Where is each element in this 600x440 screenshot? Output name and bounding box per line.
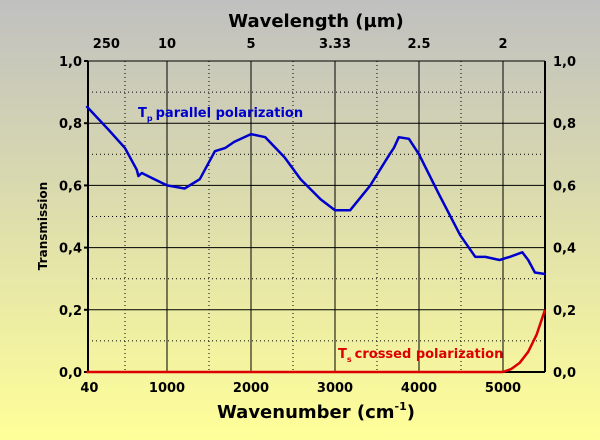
- x-tick-label: 40: [80, 381, 98, 396]
- y-tick-label-right: 0,2: [553, 304, 576, 319]
- tick-labels: 40 1000 2000 3000 4000 5000 250 10 5 3.33 2.5 2 0,0 0…: [59, 37, 576, 396]
- x-axis-title-main: Wavenumber (cm: [217, 402, 395, 423]
- y-tick-label-left: 1,0: [59, 55, 82, 70]
- top-tick-label: 5: [246, 37, 255, 52]
- x-tick-label: 4000: [401, 381, 437, 396]
- y-tick-label-right: 1,0: [553, 55, 576, 70]
- legend-parallel-symbol: T: [138, 106, 147, 121]
- x-axis-title-sup: -1: [395, 400, 407, 413]
- legend-crossed: Ts crossed polarization: [338, 347, 503, 364]
- top-tick-label: 2.5: [407, 37, 430, 52]
- y-tick-label-left: 0,8: [59, 117, 82, 132]
- legend-crossed-sub: s: [347, 355, 352, 364]
- y-tick-label-left: 0,0: [59, 366, 82, 381]
- legend-parallel-sub: p: [147, 114, 153, 123]
- y-tick-label-right: 0,0: [553, 366, 576, 381]
- legend-crossed-symbol: T: [338, 347, 347, 362]
- x-tick-label: 5000: [485, 381, 521, 396]
- y-axis-title: Transmission: [36, 182, 50, 270]
- x-tick-label: 2000: [233, 381, 269, 396]
- y-tick-label-right: 0,4: [553, 242, 576, 257]
- x-axis-title: Wavenumber (cm-1): [217, 400, 415, 423]
- y-tick-label-left: 0,2: [59, 304, 82, 319]
- y-tick-label-right: 0,6: [553, 179, 576, 194]
- top-tick-label: 3.33: [319, 37, 351, 52]
- x-tick-label: 3000: [317, 381, 353, 396]
- y-tick-label-left: 0,6: [59, 179, 82, 194]
- x-axis-title-end: ): [407, 402, 415, 423]
- series-line-crossed: [86, 309, 547, 374]
- top-tick-label: 250: [93, 37, 120, 52]
- legend-parallel-text: parallel polarization: [156, 106, 304, 121]
- x-tick-label: 1000: [149, 381, 185, 396]
- y-tick-label-left: 0,4: [59, 242, 82, 257]
- top-tick-label: 10: [158, 37, 176, 52]
- series-lines: [85, 105, 547, 374]
- top-axis-title: Wavelength (µm): [228, 11, 404, 32]
- top-tick-label: 2: [498, 37, 507, 52]
- legend-crossed-text: crossed polarization: [355, 347, 504, 362]
- legend-parallel: Tp parallel polarization: [138, 106, 303, 123]
- y-tick-label-right: 0,8: [553, 117, 576, 132]
- series-line-parallel: [85, 105, 546, 276]
